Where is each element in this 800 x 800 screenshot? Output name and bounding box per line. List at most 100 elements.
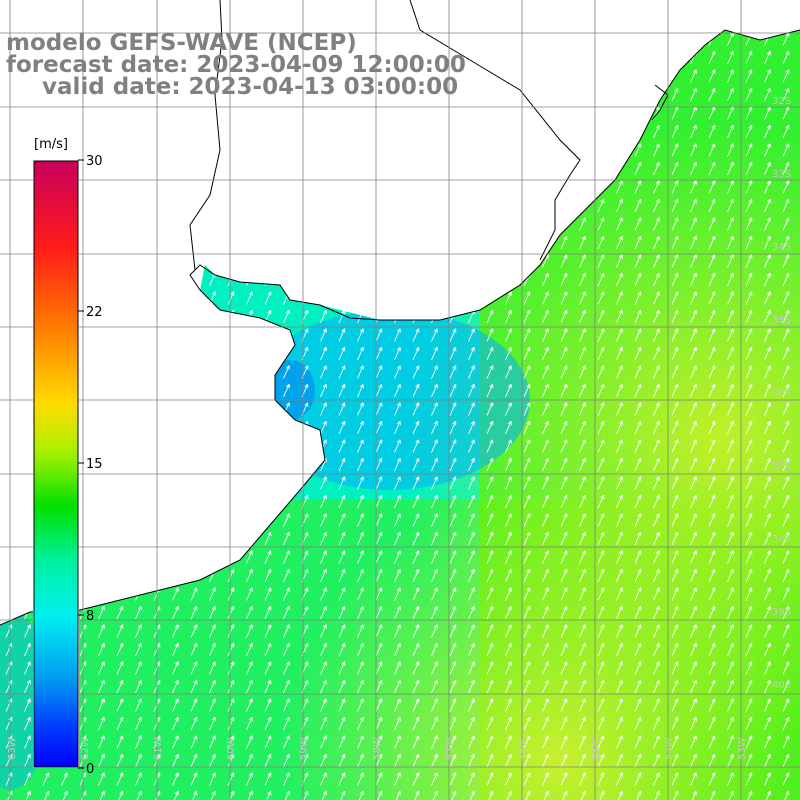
wind-arrow: [727, 198, 734, 213]
wind-arrow: [782, 624, 790, 638]
wind-arrow: [653, 254, 660, 268]
wind-arrow: [523, 106, 531, 120]
wind-arrow: [690, 309, 697, 324]
wind-arrow: [338, 531, 346, 546]
wind-arrow: [5, 383, 13, 398]
wind-arrow: [190, 624, 198, 638]
wind-arrow: [116, 587, 124, 601]
wind-arrow: [394, 106, 401, 120]
wind-arrow: [708, 587, 716, 601]
wind-arrow: [690, 217, 697, 231]
wind-arrow: [782, 69, 790, 83]
wind-arrow: [542, 291, 549, 305]
wind-arrow: [264, 180, 272, 194]
wind-arrow: [616, 513, 623, 527]
wind-arrow: [653, 642, 660, 657]
wind-arrow: [431, 716, 438, 731]
wind-arrow: [338, 198, 346, 213]
wind-arrow: [671, 50, 679, 65]
wind-arrow: [523, 790, 531, 800]
wind-arrow: [5, 309, 13, 324]
wind-arrow: [172, 346, 179, 361]
colorbar-unit: [m/s]: [34, 137, 68, 152]
wind-arrow: [597, 624, 605, 638]
wind-arrow: [357, 291, 364, 305]
wind-arrow: [708, 420, 716, 435]
wind-arrow: [579, 772, 586, 786]
wind-arrow: [375, 383, 383, 398]
wind-arrow: [690, 439, 697, 453]
wind-arrow: [671, 457, 679, 472]
wind-arrow: [745, 753, 753, 768]
wind-arrow: [5, 605, 13, 620]
wind-arrow: [209, 605, 216, 620]
wind-arrow: [358, 14, 364, 27]
wind-arrow: [782, 420, 790, 435]
wind-arrow: [135, 624, 142, 638]
wind-arrow: [505, 87, 512, 102]
wind-arrow: [394, 420, 401, 435]
wind-arrow: [597, 365, 605, 379]
wind-arrow: [523, 161, 531, 176]
wind-arrow: [764, 328, 771, 342]
wind-arrow: [320, 735, 327, 749]
wind-arrow: [246, 346, 253, 361]
wind-arrow: [190, 420, 198, 435]
wind-arrow: [320, 716, 327, 731]
wind-arrow: [227, 753, 235, 768]
wind-arrow: [745, 420, 753, 435]
wind-arrow: [708, 180, 716, 194]
wind-arrow: [486, 272, 494, 287]
wind-arrow: [653, 457, 660, 472]
wind-arrow: [579, 106, 586, 120]
wind-arrow: [246, 661, 253, 675]
wind-arrow: [190, 772, 198, 786]
wind-arrow: [616, 69, 623, 83]
wind-arrow: [708, 439, 716, 453]
wind-arrow: [561, 14, 567, 27]
wind-arrow: [190, 753, 198, 768]
wind-arrow: [727, 457, 734, 472]
wind-arrow: [116, 439, 124, 453]
wind-arrow: [394, 735, 401, 749]
wind-arrow: [431, 328, 438, 342]
wind-arrow: [597, 217, 605, 231]
wind-arrow: [209, 217, 216, 231]
wind-arrow: [653, 180, 660, 194]
wind-arrow: [24, 587, 31, 601]
wind-arrow: [227, 587, 235, 601]
wind-arrow: [246, 642, 253, 657]
wind-arrow: [671, 753, 679, 768]
wind-arrow: [62, 14, 68, 27]
wind-arrow: [394, 753, 401, 768]
wind-arrow: [542, 161, 549, 176]
wind-arrow: [505, 346, 512, 361]
wind-arrow: [653, 32, 660, 46]
wind-arrow: [209, 309, 216, 324]
wind-arrow: [653, 568, 660, 583]
wind-arrow: [412, 180, 420, 194]
wind-arrow: [764, 346, 771, 361]
wind-arrow: [671, 235, 679, 250]
wind-arrow: [431, 439, 438, 453]
wind-arrow: [172, 568, 179, 583]
wind-arrow: [782, 772, 790, 786]
wind-arrow: [727, 568, 734, 583]
wind-arrow: [782, 346, 790, 361]
wind-arrow: [579, 753, 586, 768]
wind-arrow: [468, 642, 475, 657]
wind-arrow: [597, 568, 605, 583]
wind-arrow: [728, 14, 734, 27]
wind-arrow: [172, 328, 179, 342]
wind-arrow: [431, 106, 438, 120]
wind-arrow: [283, 735, 290, 749]
wind-arrow: [283, 272, 290, 287]
wind-arrow: [653, 161, 660, 176]
wind-arrow: [542, 383, 549, 398]
wind-arrow: [505, 494, 512, 509]
wind-arrow: [264, 217, 272, 231]
wind-arrow: [653, 217, 660, 231]
wind-arrow: [190, 402, 198, 416]
wind-arrow: [708, 346, 716, 361]
wind-arrow: [523, 143, 531, 157]
